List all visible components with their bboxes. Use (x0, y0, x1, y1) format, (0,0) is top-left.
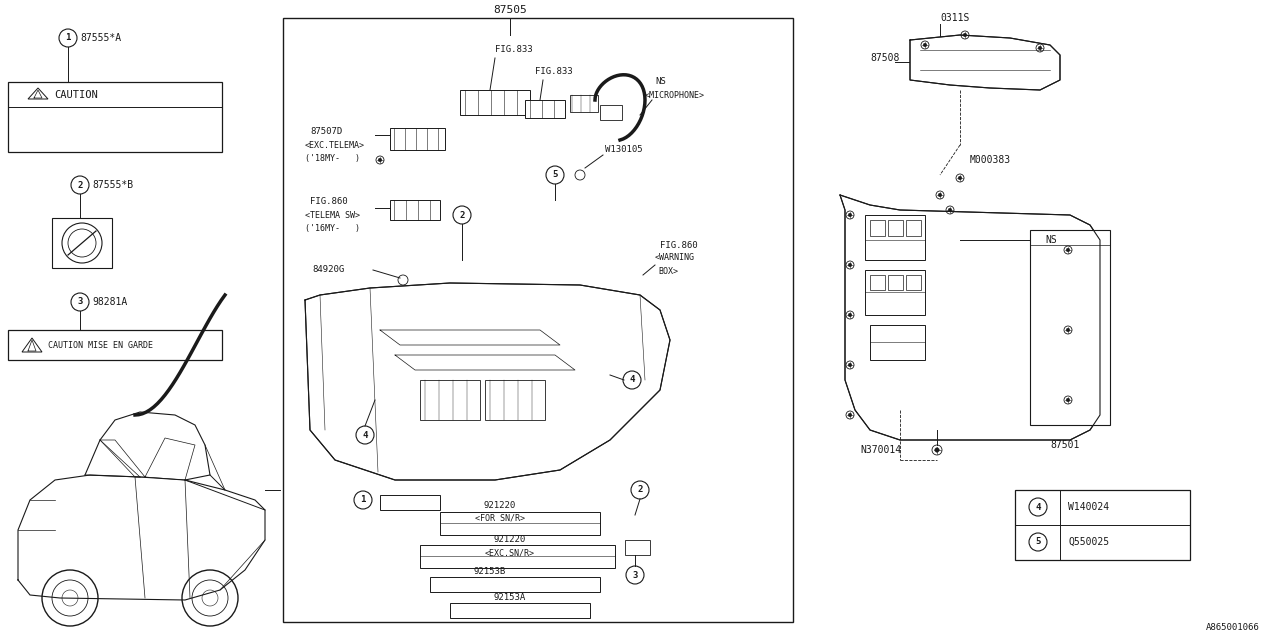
Polygon shape (305, 283, 669, 480)
Text: 92153A: 92153A (494, 593, 526, 602)
Text: 3: 3 (632, 570, 637, 579)
Ellipse shape (1038, 46, 1042, 50)
Bar (625, 540, 650, 555)
Bar (420, 545, 614, 568)
Text: W140024: W140024 (1068, 502, 1110, 512)
Text: FIG.833: FIG.833 (535, 67, 572, 77)
Text: 921220: 921220 (494, 536, 526, 545)
Text: FIG.860: FIG.860 (310, 198, 348, 207)
Ellipse shape (849, 263, 851, 267)
Bar (865, 270, 925, 315)
Text: 87555*A: 87555*A (79, 33, 122, 43)
Ellipse shape (1066, 328, 1070, 332)
Ellipse shape (938, 193, 942, 197)
Text: CAUTION: CAUTION (54, 90, 97, 100)
Bar (390, 200, 440, 220)
Bar (283, 18, 794, 622)
Bar (420, 380, 480, 420)
Ellipse shape (959, 176, 961, 180)
Bar (430, 577, 600, 592)
Bar (600, 105, 622, 120)
Bar (460, 90, 530, 115)
Bar (906, 275, 922, 290)
Text: <EXC.TELEMA>: <EXC.TELEMA> (305, 141, 365, 150)
Bar (485, 380, 545, 420)
Text: <EXC.SN/R>: <EXC.SN/R> (485, 548, 535, 557)
Bar (390, 128, 445, 150)
Polygon shape (28, 88, 49, 99)
Bar (8, 330, 221, 360)
Bar (888, 275, 902, 290)
Text: ('18MY-   ): ('18MY- ) (305, 154, 360, 163)
Text: M000383: M000383 (970, 155, 1011, 165)
Text: 2: 2 (637, 486, 643, 495)
Bar (440, 512, 600, 535)
Bar (525, 100, 564, 118)
Text: 87508: 87508 (870, 53, 900, 63)
Bar (888, 220, 902, 236)
Text: <WARNING: <WARNING (655, 253, 695, 262)
Ellipse shape (948, 208, 952, 212)
Text: 0311S: 0311S (940, 13, 969, 23)
Text: A865001066: A865001066 (1206, 623, 1260, 632)
Text: <MICROPHONE>: <MICROPHONE> (645, 90, 705, 99)
Text: 87505: 87505 (493, 5, 527, 15)
Ellipse shape (378, 158, 381, 162)
Bar (1030, 230, 1110, 425)
Text: 921220: 921220 (484, 500, 516, 509)
Ellipse shape (1066, 398, 1070, 402)
Text: W130105: W130105 (605, 145, 643, 154)
Text: 4: 4 (630, 376, 635, 385)
Bar (8, 82, 221, 152)
Ellipse shape (849, 213, 851, 217)
Text: 2: 2 (77, 180, 83, 189)
Text: 4: 4 (362, 431, 367, 440)
Bar (52, 218, 113, 268)
Bar (906, 220, 922, 236)
Text: 84920G: 84920G (312, 266, 344, 275)
Text: 87501: 87501 (1050, 440, 1079, 450)
Text: NS: NS (655, 77, 666, 86)
Polygon shape (910, 35, 1060, 90)
Text: CAUTION MISE EN GARDE: CAUTION MISE EN GARDE (49, 340, 154, 349)
Text: 5: 5 (1036, 538, 1041, 547)
Bar (1015, 490, 1190, 560)
Ellipse shape (849, 363, 851, 367)
Text: 3: 3 (77, 298, 83, 307)
Text: 2: 2 (460, 211, 465, 220)
Ellipse shape (923, 44, 927, 47)
Bar (451, 603, 590, 618)
Bar (380, 495, 440, 510)
Text: 92153B: 92153B (474, 566, 506, 575)
Text: 98281A: 98281A (92, 297, 127, 307)
Ellipse shape (849, 313, 851, 317)
Text: Q550025: Q550025 (1068, 537, 1110, 547)
Bar (870, 275, 884, 290)
Text: BOX>: BOX> (658, 266, 678, 275)
Text: ('16MY-   ): ('16MY- ) (305, 223, 360, 232)
Polygon shape (22, 338, 42, 352)
Bar (870, 325, 925, 360)
Polygon shape (840, 195, 1100, 440)
Ellipse shape (964, 33, 966, 36)
Text: <FOR SN/R>: <FOR SN/R> (475, 513, 525, 522)
Ellipse shape (934, 448, 940, 452)
Text: 87507D: 87507D (310, 127, 342, 136)
Text: FIG.833: FIG.833 (495, 45, 532, 54)
Text: N370014: N370014 (860, 445, 901, 455)
Text: <TELEMA SW>: <TELEMA SW> (305, 211, 360, 220)
Text: 4: 4 (1036, 502, 1041, 511)
Text: 5: 5 (552, 170, 558, 179)
Text: 87555*B: 87555*B (92, 180, 133, 190)
Ellipse shape (849, 413, 851, 417)
Text: 1: 1 (360, 495, 366, 504)
Text: 1: 1 (65, 33, 70, 42)
Bar (865, 215, 925, 260)
Text: FIG.860: FIG.860 (660, 241, 698, 250)
Bar (870, 220, 884, 236)
Text: NS: NS (1044, 235, 1057, 245)
Bar (570, 95, 598, 112)
Ellipse shape (1066, 248, 1070, 252)
